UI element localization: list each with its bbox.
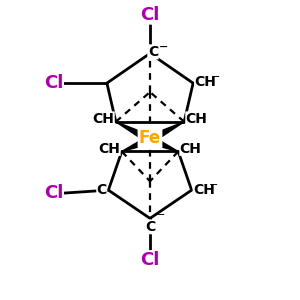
Text: Cl: Cl bbox=[140, 6, 160, 24]
Polygon shape bbox=[122, 136, 152, 152]
Polygon shape bbox=[148, 122, 184, 143]
Text: CH: CH bbox=[180, 142, 202, 155]
Text: C: C bbox=[97, 183, 107, 197]
Text: CH: CH bbox=[195, 75, 217, 88]
Text: CH: CH bbox=[92, 112, 114, 126]
Text: C: C bbox=[148, 45, 158, 59]
Text: CH: CH bbox=[193, 183, 215, 197]
Polygon shape bbox=[116, 122, 152, 143]
Text: Cl: Cl bbox=[44, 184, 63, 202]
Text: CH: CH bbox=[98, 142, 120, 155]
Text: −: − bbox=[159, 42, 168, 52]
Text: Cl: Cl bbox=[140, 251, 160, 269]
Text: −: − bbox=[156, 210, 165, 220]
Text: Cl: Cl bbox=[44, 74, 63, 92]
Text: Fe: Fe bbox=[139, 129, 161, 147]
Text: −: − bbox=[211, 72, 220, 82]
Polygon shape bbox=[148, 136, 178, 152]
Text: −: − bbox=[209, 180, 219, 190]
Text: C: C bbox=[145, 220, 155, 234]
Text: CH: CH bbox=[186, 112, 208, 126]
